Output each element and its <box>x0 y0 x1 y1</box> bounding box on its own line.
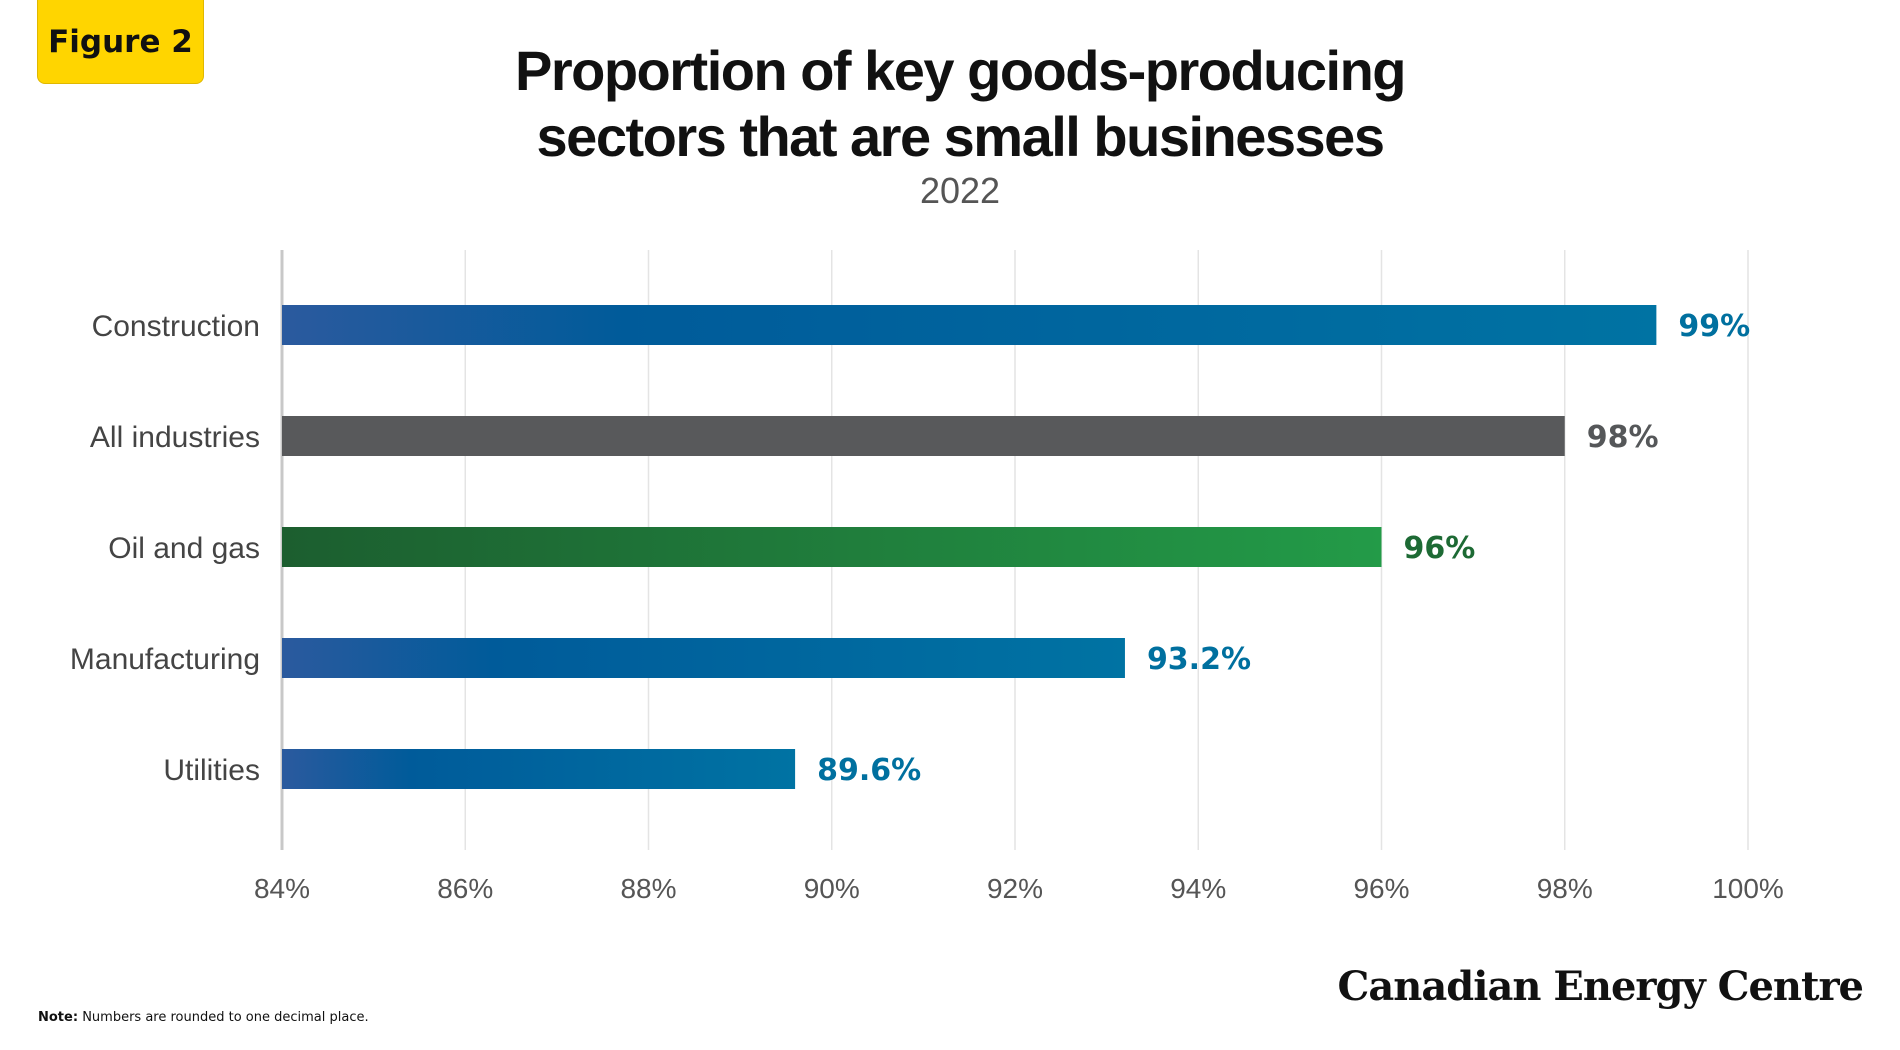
x-tick-label: 88% <box>620 873 676 904</box>
x-tick-label: 96% <box>1353 873 1409 904</box>
figure-badge: Figure 2 <box>37 0 204 84</box>
bar <box>282 749 796 789</box>
data-label: 98% <box>1587 420 1659 455</box>
footnote-label: Note: <box>38 1010 79 1025</box>
footnote: Note: Numbers are rounded to one decimal… <box>38 1010 369 1025</box>
bar <box>282 527 1382 567</box>
category-label: Utilities <box>163 754 260 787</box>
footnote-text: Numbers are rounded to one decimal place… <box>82 1010 369 1025</box>
chart-title: Proportion of key goods-producing sector… <box>350 38 1570 170</box>
x-tick-label: 90% <box>804 873 860 904</box>
x-tick-label: 98% <box>1537 873 1593 904</box>
chart-title-line-1: Proportion of key goods-producing <box>514 39 1407 102</box>
data-label: 93.2% <box>1147 642 1251 677</box>
category-label: Construction <box>92 310 260 343</box>
x-tick-label: 86% <box>437 873 493 904</box>
category-label: Oil and gas <box>108 532 260 565</box>
bar <box>282 305 1657 345</box>
brand-logo-text: Canadian Energy Centre <box>1337 963 1864 1010</box>
x-tick-label: 100% <box>1712 873 1784 904</box>
x-tick-label: 92% <box>987 873 1043 904</box>
bar <box>282 638 1125 678</box>
data-label: 96% <box>1404 531 1476 566</box>
chart-subtitle: 2022 <box>919 170 1001 211</box>
data-label: 89.6% <box>817 753 921 788</box>
data-label: 99% <box>1678 309 1750 344</box>
category-label: Manufacturing <box>70 643 260 676</box>
bar <box>282 416 1565 456</box>
chart-title-line-2: sectors that are small businesses <box>536 105 1385 168</box>
x-tick-label: 94% <box>1170 873 1226 904</box>
x-tick-label: 84% <box>254 873 310 904</box>
category-label: All industries <box>90 421 260 454</box>
